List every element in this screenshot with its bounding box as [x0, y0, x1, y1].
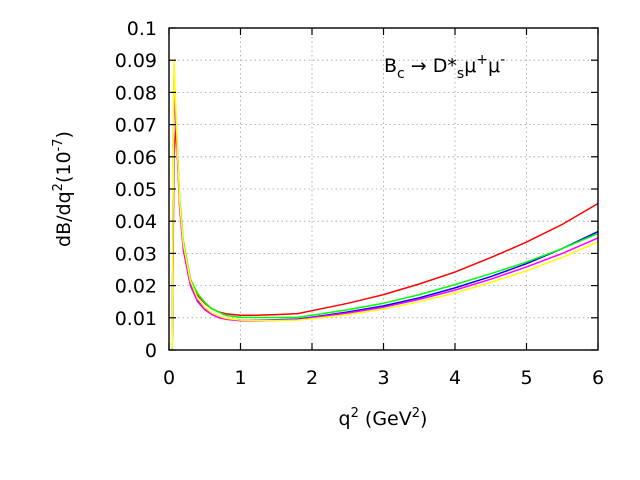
y-tick-label: 0.05 [115, 179, 157, 201]
x-tick-label: 4 [449, 367, 461, 389]
x-tick-label: 5 [520, 367, 532, 389]
decay-annotation: Bc → D*sμ+μ- [384, 52, 505, 82]
y-tick-label: 0.09 [115, 50, 157, 72]
y-tick-label: 0.08 [115, 82, 157, 104]
series-line-5 [171, 60, 598, 350]
tick-labels: 0 1 2 3 4 5 6 0 0.01 0.02 0.03 0.04 0.05 0.06 0.07 0.08… [115, 18, 604, 389]
series-line-4 [171, 85, 598, 350]
x-tick-label: 1 [234, 367, 246, 389]
y-tick-label: 0.02 [115, 276, 157, 298]
y-tick-label: 0.04 [115, 211, 157, 233]
y-tick-label: 0.06 [115, 147, 157, 169]
y-axis-label: dB/dq2(10-7) [51, 131, 75, 247]
ticks [168, 27, 599, 351]
series-group [171, 60, 598, 350]
y-tick-label: 0.1 [127, 18, 157, 40]
x-axis-label: q2 (GeV2) [339, 406, 428, 430]
x-tick-label: 6 [592, 367, 604, 389]
y-tick-label: 0.03 [115, 243, 157, 265]
x-tick-label: 2 [306, 367, 318, 389]
y-tick-label: 0.07 [115, 115, 157, 137]
x-tick-label: 0 [163, 367, 175, 389]
y-tick-label: 0 [145, 340, 157, 362]
x-tick-label: 3 [377, 367, 389, 389]
y-tick-label: 0.01 [115, 308, 157, 330]
series-line-3 [171, 108, 598, 350]
